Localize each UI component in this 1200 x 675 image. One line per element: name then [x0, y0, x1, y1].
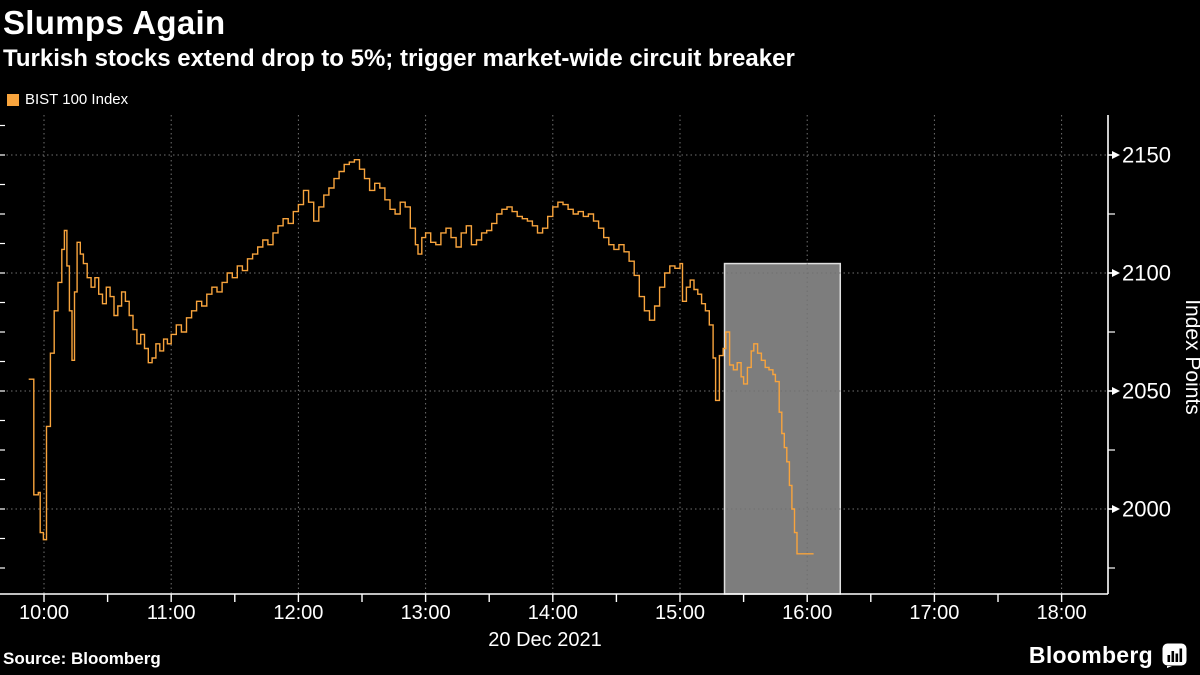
y-axis-tick-arrow-icon [1112, 387, 1120, 395]
x-axis-tick-label: 17:00 [909, 602, 959, 624]
y-axis-tick-arrow-icon [1112, 269, 1120, 277]
bloomberg-logo: Bloomberg [1029, 642, 1187, 669]
y-axis-tick-label: 2100 [1122, 261, 1171, 286]
chart-title: Slumps Again [3, 4, 226, 41]
x-axis-tick-label: 15:00 [655, 602, 705, 624]
y-axis-tick-arrow-icon [1112, 505, 1120, 513]
y-axis-tick-label: 2150 [1122, 143, 1171, 168]
y-axis-tick-label: 2050 [1122, 379, 1171, 404]
legend-swatch-icon [7, 93, 19, 106]
x-axis-tick-label: 14:00 [528, 602, 578, 624]
x-axis-tick-label: 12:00 [273, 602, 323, 624]
bloomberg-wordmark: Bloomberg [1028, 642, 1153, 668]
x-axis-tick-label: 18:00 [1037, 602, 1087, 624]
x-axis-tick-label: 16:00 [782, 602, 832, 624]
x-axis-date-label: 20 Dec 2021 [488, 629, 601, 651]
y-axis-title: Index Points [1181, 299, 1200, 415]
chart-subtitle: Turkish stocks extend drop to 5%; trigge… [3, 45, 795, 72]
legend: BIST 100 Index [7, 91, 128, 108]
source-note: Source: Bloomberg [3, 649, 161, 668]
bist-100-price-line [28, 159, 814, 555]
y-axis-tick-arrow-icon [1112, 151, 1120, 159]
y-axis-tick-label: 2000 [1122, 497, 1171, 522]
x-axis-tick-label: 11:00 [147, 602, 196, 624]
legend-label: BIST 100 Index [25, 91, 129, 108]
bloomberg-terminal-icon [1162, 643, 1187, 668]
x-axis-tick-label: 10:00 [19, 602, 69, 624]
x-axis-tick-label: 13:00 [401, 602, 451, 624]
